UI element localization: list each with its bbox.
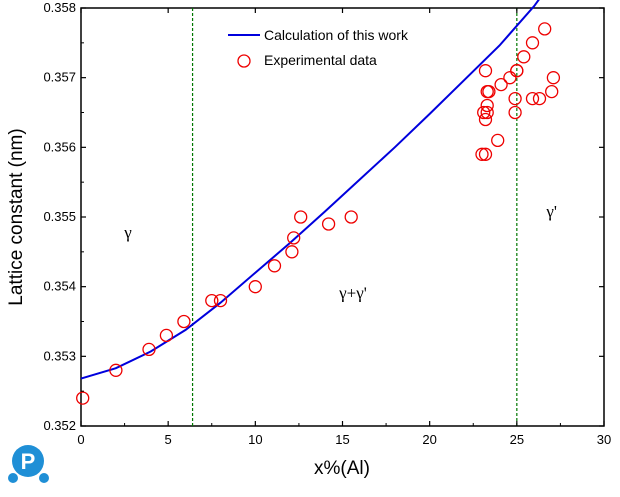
experimental-point: [344, 210, 358, 224]
experimental-point: [482, 84, 496, 99]
experimental-point: [109, 363, 123, 377]
experimental-point: [478, 147, 493, 161]
legend: Calculation of this work Experimental da…: [228, 27, 409, 68]
x-tick-label: 0: [77, 432, 84, 447]
logo-bubble-mid: [39, 473, 49, 483]
y-axis-label: Lattice constant (nm): [6, 128, 27, 305]
experimental-point: [517, 50, 531, 64]
y-tick-label: 0.355: [43, 209, 76, 224]
experimental-point: [508, 91, 522, 106]
x-tick-label: 30: [597, 432, 611, 447]
legend-label-calculation: Calculation of this work: [264, 27, 409, 43]
experimental-point: [267, 259, 282, 273]
experimental-point: [478, 112, 493, 127]
experimental-point: [294, 210, 308, 224]
y-tick-label: 0.358: [43, 0, 76, 15]
experimental-point: [480, 98, 494, 113]
experimental-point: [248, 280, 262, 294]
logo-letter: P: [21, 449, 36, 474]
experimental-point: [159, 328, 174, 343]
experimental-point: [510, 64, 524, 78]
experimental-point: [285, 245, 299, 259]
experimental-point: [494, 77, 508, 92]
y-tick-label: 0.352: [43, 418, 76, 433]
x-axis-label: x%(Al): [314, 458, 370, 479]
x-tick-label: 15: [335, 432, 349, 447]
y-tick-label: 0.357: [43, 70, 76, 85]
x-tick-label: 20: [422, 432, 436, 447]
experimental-point: [321, 217, 336, 231]
experimental-point: [491, 133, 505, 148]
experimental-point: [525, 91, 540, 106]
phase-label-1: γ+γ': [338, 284, 367, 303]
phase-annotations: γ γ+γ' γ': [123, 202, 557, 303]
experimental-point: [177, 314, 191, 329]
logo-icon: P: [8, 445, 49, 483]
phase-label-0: γ: [123, 223, 132, 242]
x-tick-label: 5: [165, 432, 172, 447]
experimental-point: [480, 105, 494, 120]
logo-bubble-small: [8, 473, 18, 483]
experimental-point: [287, 231, 301, 245]
legend-label-experimental: Experimental data: [264, 52, 377, 68]
experimental-point: [142, 342, 156, 357]
plot-area: [80, 7, 605, 427]
experimental-point: [205, 293, 219, 308]
legend-marker-swatch: [237, 54, 251, 68]
experimental-point: [525, 36, 540, 50]
series-layer: [76, 0, 561, 405]
y-tick-label: 0.353: [43, 348, 76, 363]
calculation-line: [80, 0, 540, 380]
experimental-point: [538, 22, 552, 36]
experimental-point: [503, 71, 517, 85]
y-tick-label: 0.356: [43, 139, 76, 154]
logo-badge: [12, 445, 44, 477]
experimental-point: [475, 147, 489, 161]
experimental-point: [76, 391, 90, 405]
experimental-point: [508, 105, 522, 120]
x-tick-label: 25: [510, 432, 524, 447]
experimental-point: [545, 84, 559, 99]
y-tick-label: 0.354: [43, 279, 76, 294]
x-tick-label: 10: [248, 432, 262, 447]
experimental-point: [546, 71, 561, 85]
experimental-point: [478, 64, 493, 78]
phase-label-2: γ': [545, 202, 557, 221]
experimental-point: [213, 293, 228, 308]
experimental-point: [532, 91, 547, 106]
experimental-point: [477, 105, 491, 120]
axis-ticks: 0 5 10 15 20 25 30 0.352 0.353 0.354 0.355 0.356 0.3…: [43, 0, 611, 447]
